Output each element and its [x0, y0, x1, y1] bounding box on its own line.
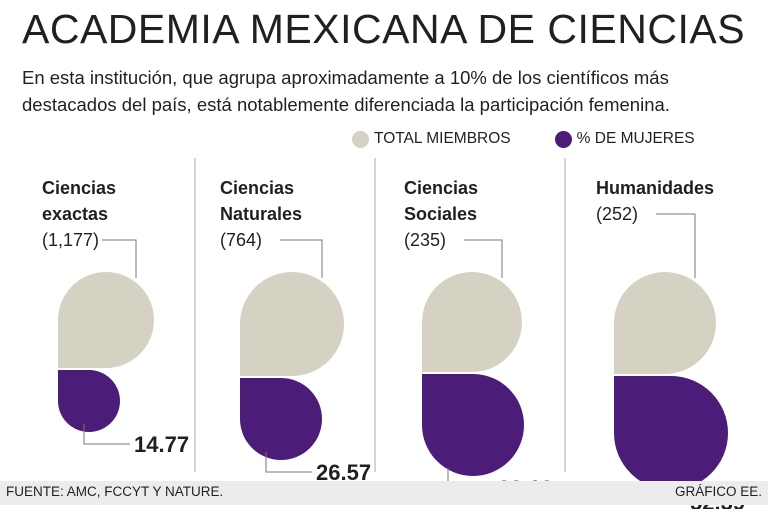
- count-leader-line-1: [102, 239, 137, 278]
- category-count-2: (764): [220, 230, 262, 250]
- footer-credit: GRÁFICO EE.: [674, 484, 762, 499]
- women-percentage-shape-2: [240, 378, 322, 460]
- legend-item-women: % DE MUJERES: [554, 130, 695, 148]
- legend-label-total: TOTAL MIEMBROS: [374, 130, 511, 147]
- pct-leader-line-1: [83, 424, 130, 445]
- legend: TOTAL MIEMBROS % DE MUJERES: [352, 128, 739, 150]
- pct-leader-line-2: [265, 452, 312, 473]
- category-count-1: (1,177): [42, 230, 99, 250]
- women-percentage-shape-4: [614, 376, 728, 490]
- footer-bar: FUENTE: AMC, FCCYT Y NATURE. GRÁFICO EE.: [0, 481, 768, 505]
- total-members-shape-1: [58, 272, 154, 368]
- women-percentage-shape-1: [58, 370, 120, 432]
- category-label-1-line-1: Ciencias: [42, 178, 116, 198]
- pct-label-1: 14.77: [134, 432, 189, 457]
- count-leader-line-4: [656, 213, 696, 278]
- legend-swatch-women: [554, 130, 572, 148]
- category-count-3: (235): [404, 230, 446, 250]
- category-label-2-line-1: Ciencias: [220, 178, 294, 198]
- chart-title: ACADEMIA MEXICANA DE CIENCIAS: [22, 6, 746, 52]
- category-label-1-line-2: exactas: [42, 204, 108, 224]
- women-percentage-shape-3: [422, 374, 524, 476]
- pct-label-2: 26.57: [316, 460, 371, 485]
- count-leader-line-3: [464, 239, 503, 278]
- count-leader-line-2: [280, 239, 323, 278]
- category-label-3-line-1: Ciencias: [404, 178, 478, 198]
- category-label-3-line-2: Sociales: [404, 204, 477, 224]
- chart-subtitle: En esta institución, que agrupa aproxima…: [22, 67, 670, 115]
- footer-source: FUENTE: AMC, FCCYT Y NATURE.: [6, 484, 224, 499]
- legend-item-total: TOTAL MIEMBROS: [352, 130, 511, 148]
- total-members-shape-2: [240, 272, 344, 376]
- total-members-shape-4: [614, 272, 716, 374]
- category-count-4: (252): [596, 204, 638, 224]
- category-label-2-line-2: Naturales: [220, 204, 302, 224]
- legend-swatch-total: [352, 130, 369, 148]
- category-label-4-line-1: Humanidades: [596, 178, 714, 198]
- legend-label-women: % DE MUJERES: [576, 130, 695, 147]
- total-members-shape-3: [422, 272, 522, 372]
